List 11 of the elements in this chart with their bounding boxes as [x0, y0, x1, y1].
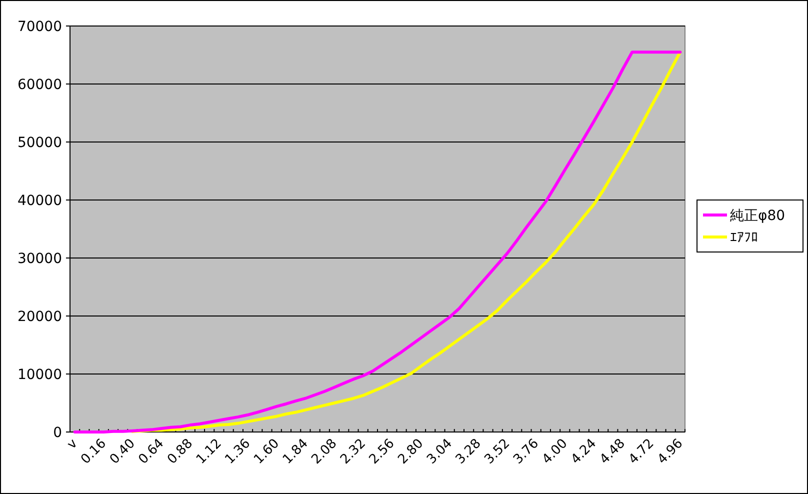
- y-tick-label: 20000: [17, 309, 62, 325]
- y-tick-label: 10000: [17, 367, 62, 383]
- legend-label: ｴｱﾌﾛ: [730, 230, 758, 246]
- y-tick-label: 40000: [17, 193, 62, 209]
- y-tick-label: 60000: [17, 77, 62, 93]
- y-tick-label: 70000: [17, 19, 62, 35]
- y-tick-label: 30000: [17, 251, 62, 267]
- x-tick-label: v: [64, 436, 81, 452]
- legend-label: 純正φ80: [730, 208, 786, 224]
- y-tick-label: 0: [53, 425, 62, 441]
- y-tick-label: 50000: [17, 135, 62, 151]
